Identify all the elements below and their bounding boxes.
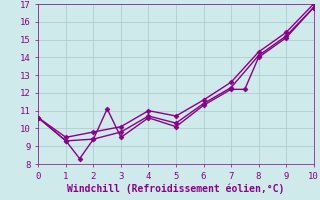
- X-axis label: Windchill (Refroidissement éolien,°C): Windchill (Refroidissement éolien,°C): [67, 183, 285, 194]
